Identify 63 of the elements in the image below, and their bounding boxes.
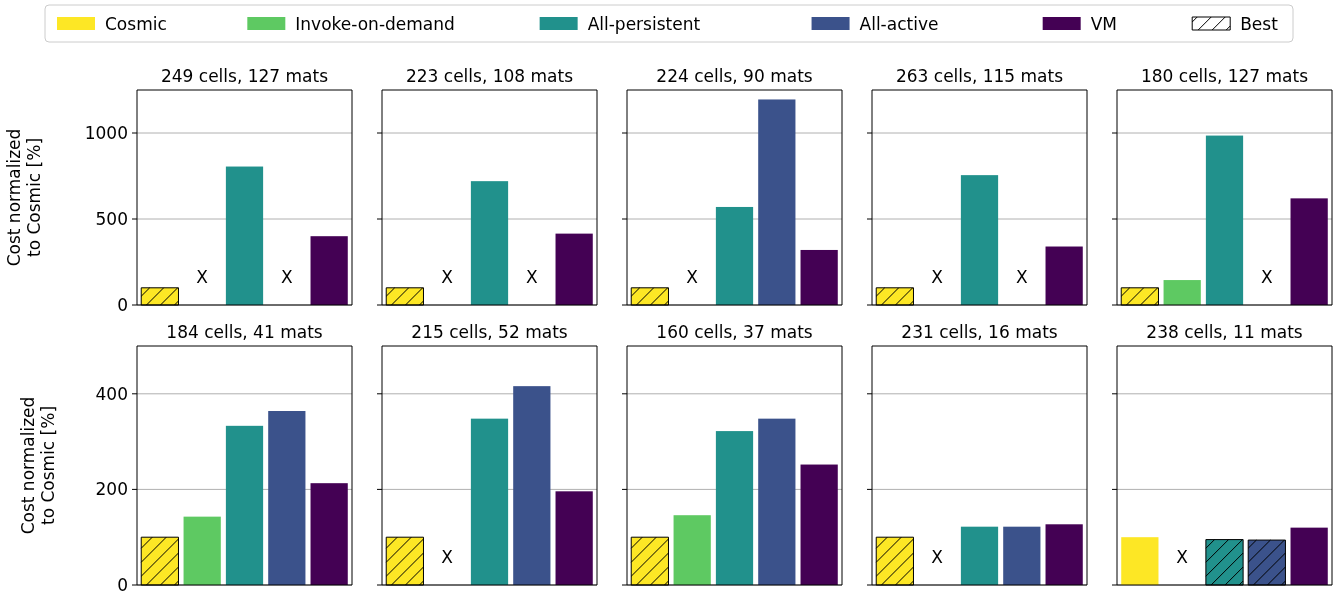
bar <box>513 386 551 585</box>
y-tick-label: 500 <box>95 208 128 229</box>
bar <box>1003 526 1041 585</box>
legend-label: Invoke-on-demand <box>295 13 455 34</box>
bar <box>800 464 838 585</box>
bar <box>310 236 348 305</box>
legend-label: Best <box>1240 13 1279 34</box>
bar <box>470 418 509 585</box>
text: X <box>196 267 209 287</box>
bar <box>268 411 306 585</box>
bar <box>555 491 593 585</box>
bar <box>673 515 711 585</box>
bar <box>1163 280 1201 305</box>
bar <box>960 526 999 585</box>
text: X <box>686 267 699 287</box>
text: X <box>280 267 293 287</box>
bar <box>1045 524 1083 585</box>
text: X <box>931 547 944 567</box>
legend-label: VM <box>1090 13 1117 34</box>
bar <box>183 516 221 585</box>
y-tick-label: 200 <box>95 479 128 500</box>
text: X <box>441 547 454 567</box>
x-tick-label: 223 cells, 108 mats <box>405 66 574 86</box>
bar <box>470 181 509 305</box>
bar <box>715 206 754 305</box>
text: X <box>1176 547 1189 567</box>
bar <box>758 418 796 585</box>
x-tick-label: 224 cells, 90 mats <box>656 66 813 86</box>
bar <box>1290 527 1328 585</box>
bar <box>715 431 754 585</box>
bar <box>225 166 264 305</box>
x-tick-label: 160 cells, 37 mats <box>656 322 813 342</box>
y-axis-title: Cost normalized to Cosmic [%] <box>17 396 59 535</box>
text: X <box>931 267 944 287</box>
text: X <box>441 267 454 287</box>
x-tick-label: 231 cells, 16 mats <box>901 322 1058 342</box>
bar <box>1121 537 1159 585</box>
text: X <box>1015 267 1028 287</box>
bar <box>1205 135 1244 305</box>
bar <box>1045 246 1083 305</box>
bar <box>800 249 838 305</box>
text: X <box>1260 267 1273 287</box>
bar <box>555 233 593 305</box>
y-tick-label: 400 <box>95 383 128 404</box>
bar <box>960 175 999 305</box>
x-tick-label: 184 cells, 41 mats <box>166 322 323 342</box>
x-tick-label: 249 cells, 127 mats <box>160 66 329 86</box>
y-tick-label: 0 <box>117 294 128 315</box>
text: X <box>525 267 538 287</box>
legend-label: Cosmic <box>105 13 167 34</box>
legend-label: All-persistent <box>587 13 701 34</box>
x-tick-label: 238 cells, 11 mats <box>1146 322 1303 342</box>
y-axis-title: Cost normalized to Cosmic [%] <box>3 128 45 267</box>
y-tick-label: 1000 <box>84 122 128 143</box>
x-tick-label: 215 cells, 52 mats <box>411 322 568 342</box>
bar <box>310 483 348 585</box>
bar <box>1290 198 1328 305</box>
y-tick-label: 0 <box>117 574 128 595</box>
bar <box>758 99 796 305</box>
x-tick-label: 263 cells, 115 mats <box>895 66 1064 86</box>
legend-label: All-active <box>859 13 939 34</box>
x-tick-label: 180 cells, 127 mats <box>1140 66 1309 86</box>
bar <box>225 425 264 585</box>
